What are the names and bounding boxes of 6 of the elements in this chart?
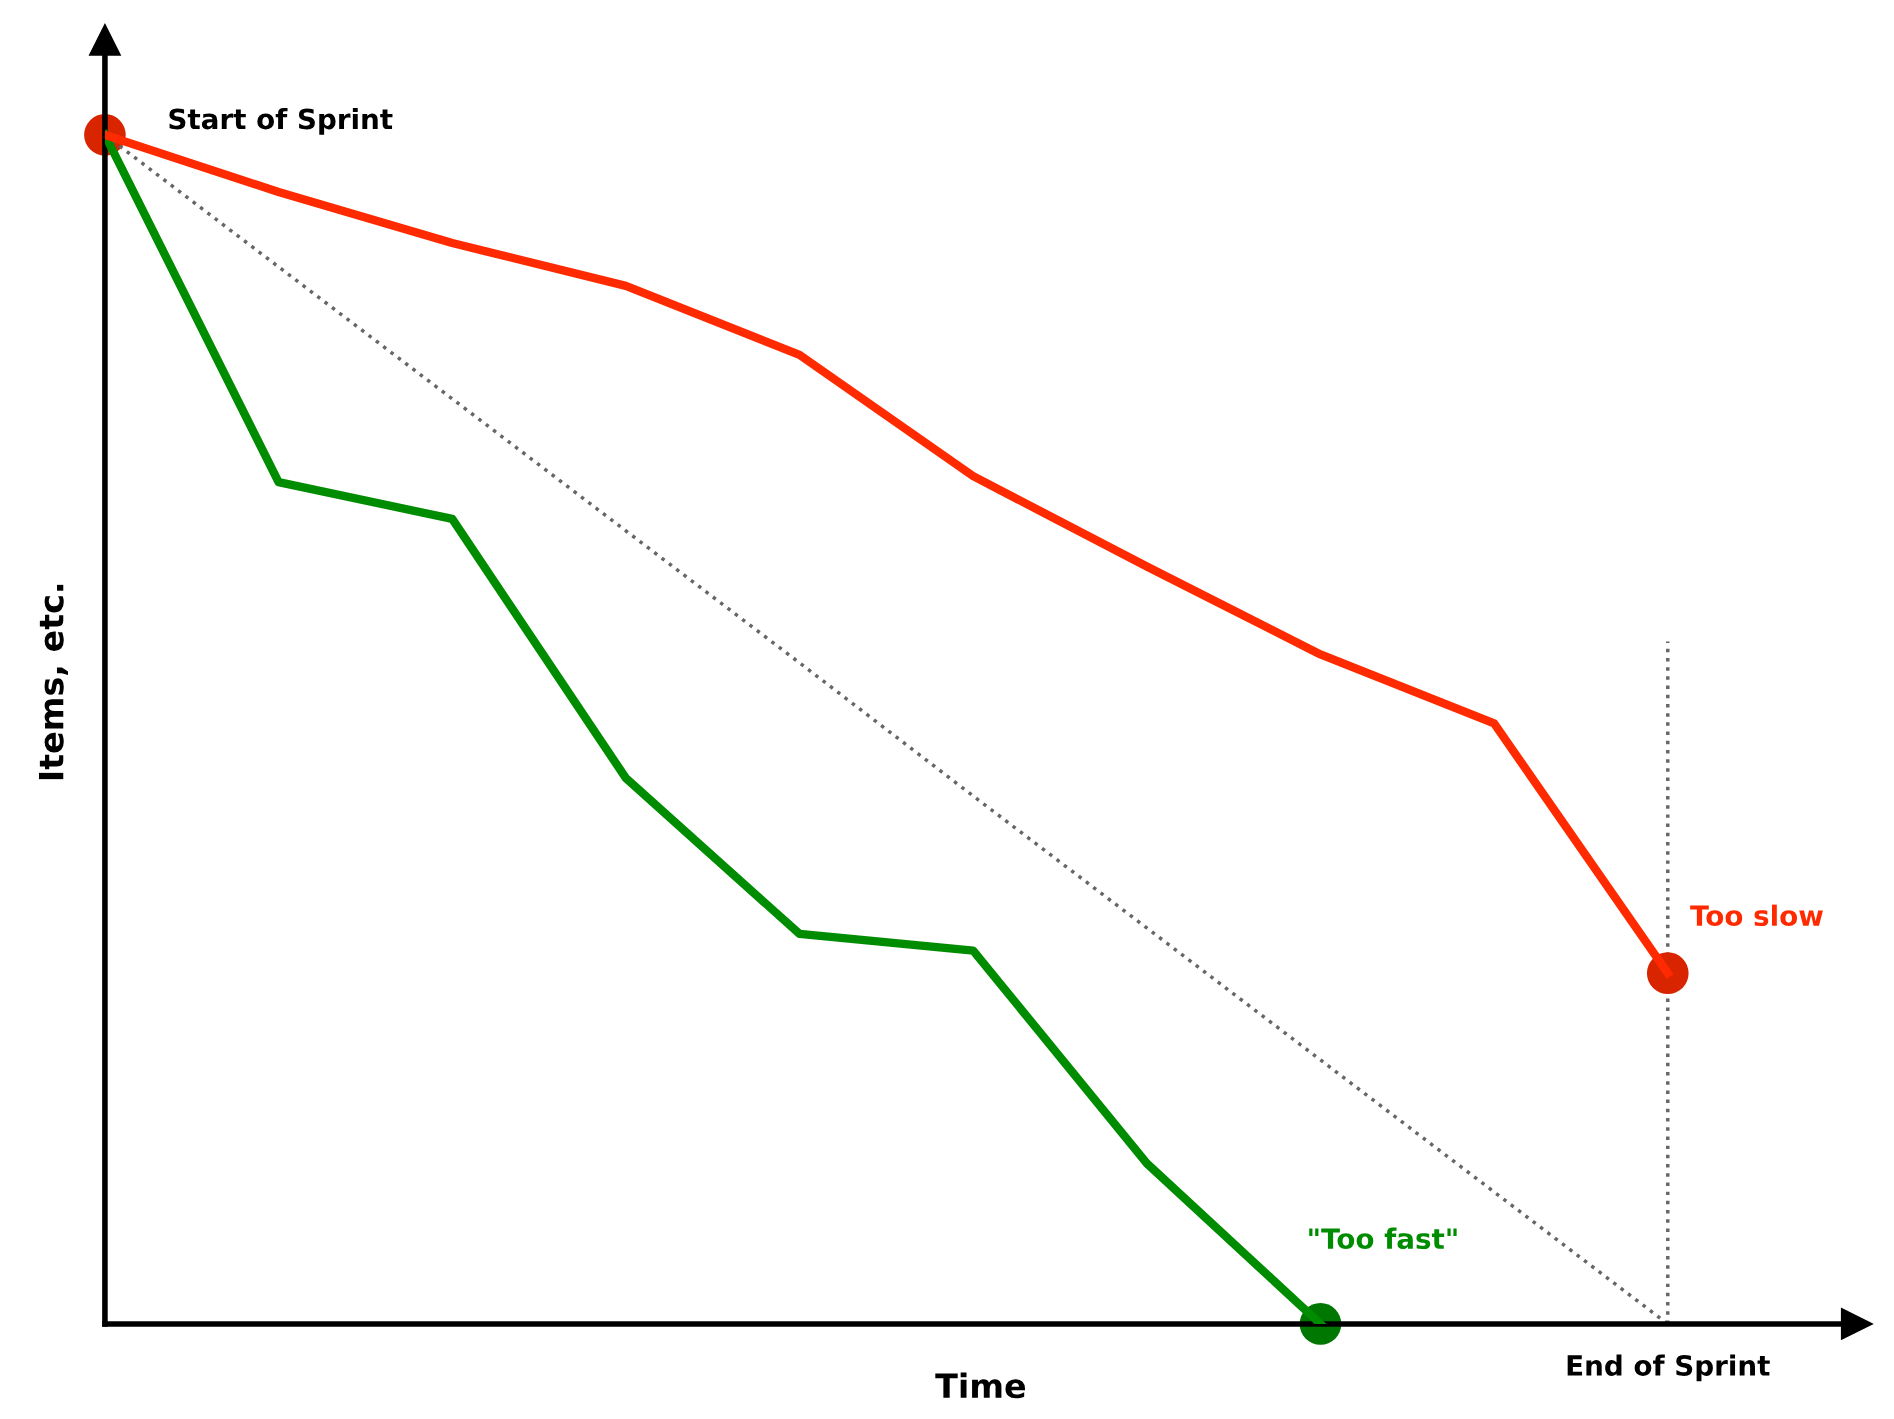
text: End of Sprint: [1567, 1354, 1770, 1382]
text: Start of Sprint: [169, 107, 393, 135]
y-axis-title: Items, etc.: [38, 584, 69, 780]
series-label: "Too fast": [1309, 1227, 1457, 1250]
series-label: Too slow: [1690, 904, 1823, 927]
x-axis-title: Time: [935, 1372, 1026, 1399]
